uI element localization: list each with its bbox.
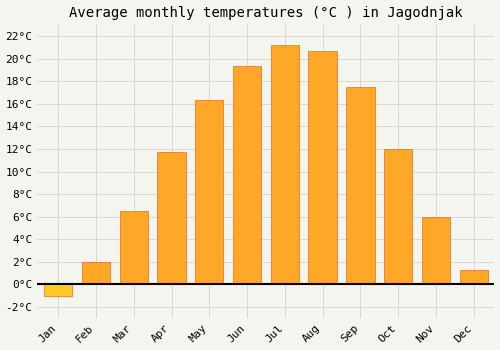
Bar — [233, 65, 261, 284]
Bar — [460, 270, 488, 284]
Bar — [120, 211, 148, 284]
Bar — [384, 149, 412, 284]
Bar — [158, 152, 186, 284]
Bar — [422, 217, 450, 284]
Title: Average monthly temperatures (°C ) in Jagodnjak: Average monthly temperatures (°C ) in Ja… — [69, 6, 462, 20]
Bar — [346, 87, 374, 284]
Bar — [308, 51, 337, 284]
Bar — [44, 284, 72, 296]
Bar — [195, 100, 224, 284]
Bar — [270, 45, 299, 284]
Bar — [82, 262, 110, 284]
